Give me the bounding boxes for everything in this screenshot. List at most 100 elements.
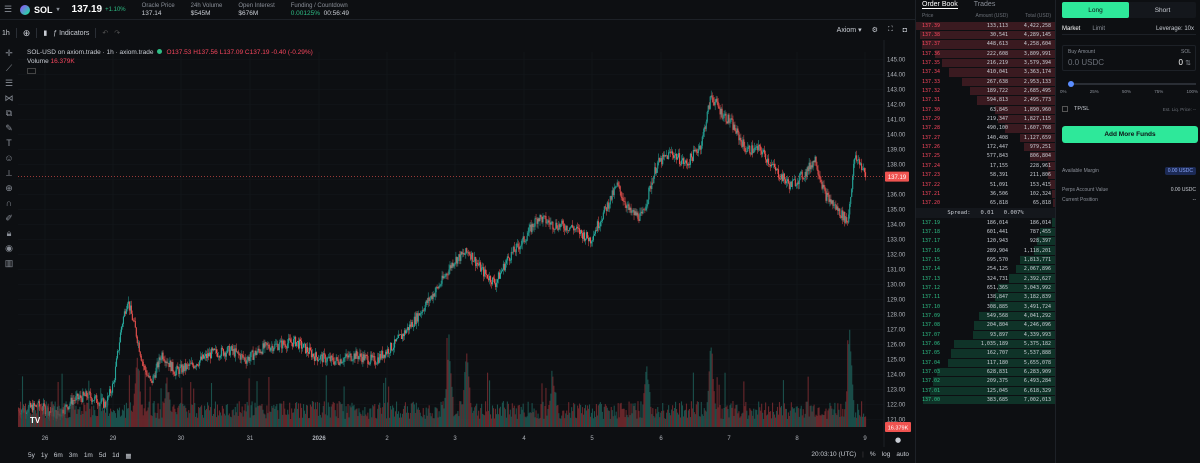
bid-row[interactable]: 137.18 601,441 787,455 bbox=[916, 227, 1055, 237]
calendar-icon[interactable]: ▦ bbox=[125, 452, 132, 460]
tab-market[interactable]: Market bbox=[1062, 26, 1081, 32]
bid-row[interactable]: 137.07 93,897 4,339,993 bbox=[916, 330, 1055, 339]
ask-row[interactable]: 137.28 490,100 1,607,768 bbox=[916, 124, 1055, 133]
log-toggle[interactable]: log bbox=[881, 451, 891, 458]
bid-row[interactable]: 137.01 125,045 6,618,329 bbox=[916, 386, 1055, 395]
zoom-icon[interactable]: ⊕ bbox=[5, 183, 13, 193]
ask-row[interactable]: 137.38 30,541 4,289,145 bbox=[916, 30, 1055, 40]
ask-row[interactable]: 137.27 140,408 1,127,659 bbox=[916, 133, 1055, 142]
text-icon[interactable]: T bbox=[6, 138, 12, 148]
interval-selector[interactable]: 1h bbox=[2, 29, 10, 37]
ask-row[interactable]: 137.34 410,041 3,363,174 bbox=[916, 68, 1055, 77]
short-button[interactable]: Short bbox=[1154, 6, 1171, 14]
swap-icon[interactable]: ⇅ bbox=[1185, 60, 1191, 67]
timeframe-5d[interactable]: 5d bbox=[98, 452, 107, 459]
candle-type-icon[interactable]: ▮ bbox=[43, 30, 48, 37]
menu-icon[interactable]: ☰ bbox=[4, 4, 13, 14]
redo-icon[interactable]: ↷ bbox=[114, 30, 121, 37]
fullscreen-icon[interactable]: ⛶ bbox=[887, 26, 893, 33]
indicators-button[interactable]: ƒ Indicators bbox=[53, 30, 89, 37]
leverage-selector[interactable]: Leverage: 10x bbox=[1155, 26, 1194, 32]
tpsl-checkbox[interactable] bbox=[1062, 106, 1068, 112]
ask-row[interactable]: 137.26 172,447 979,251 bbox=[916, 142, 1055, 152]
pencil-lock-icon[interactable]: ✐ bbox=[5, 213, 13, 223]
timeframe-1m[interactable]: 1m bbox=[83, 452, 93, 459]
ask-row[interactable]: 137.35 216,219 3,579,394 bbox=[916, 58, 1055, 68]
compare-add-icon[interactable]: ⊕ bbox=[22, 27, 31, 38]
utc-clock[interactable]: 20:03:10 (UTC) bbox=[811, 451, 857, 458]
slider-pct-2[interactable]: 50% bbox=[1121, 89, 1131, 94]
bid-row[interactable]: 137.10 308,885 3,491,724 bbox=[916, 302, 1055, 311]
slider-pct-0[interactable]: 0% bbox=[1060, 89, 1067, 94]
ask-row[interactable]: 137.37 448,613 4,258,604 bbox=[916, 40, 1055, 49]
bid-row[interactable]: 137.00 383,685 7,002,013 bbox=[916, 395, 1055, 405]
bid-row[interactable]: 137.14 254,125 2,067,896 bbox=[916, 265, 1055, 274]
bid-row[interactable]: 137.04 117,180 5,655,078 bbox=[916, 358, 1055, 367]
eye-icon[interactable]: ◉ bbox=[5, 243, 13, 253]
source-selector[interactable]: Axiom ▾ bbox=[837, 26, 862, 34]
undo-icon[interactable]: ↶ bbox=[102, 30, 109, 37]
emoji-icon[interactable]: ☺ bbox=[4, 153, 14, 163]
percent-toggle[interactable]: % bbox=[869, 451, 876, 458]
bid-row[interactable]: 137.16 289,904 1,118,201 bbox=[916, 246, 1055, 255]
fib-icon[interactable]: ☰ bbox=[4, 78, 14, 88]
buy-amount-input[interactable]: Buy Amount 0.0 USDC SOL 0 ⇅ bbox=[1062, 45, 1196, 71]
legend-collapse-button[interactable] bbox=[27, 68, 36, 74]
crosshair-icon[interactable]: ✛ bbox=[5, 48, 13, 58]
ask-row[interactable]: 137.30 63,845 1,890,960 bbox=[916, 105, 1055, 114]
size-slider[interactable] bbox=[1068, 81, 1196, 87]
timeframe-1d[interactable]: 1d bbox=[112, 452, 120, 459]
camera-icon[interactable]: ◘ bbox=[902, 26, 907, 34]
bid-row[interactable]: 137.19 186,014 186,014 bbox=[916, 218, 1055, 227]
ask-row[interactable]: 137.32 189,722 2,685,495 bbox=[916, 86, 1055, 96]
tradingview-logo[interactable]: TV bbox=[30, 416, 41, 425]
timeframe-6m[interactable]: 6m bbox=[53, 452, 63, 459]
timeframe-3m[interactable]: 3m bbox=[68, 452, 78, 459]
timeframe-1y[interactable]: 1y bbox=[40, 452, 48, 459]
ask-row[interactable]: 137.25 577,843 806,804 bbox=[916, 152, 1055, 161]
symbol-selector[interactable]: SOL ▾ bbox=[14, 4, 66, 15]
long-button[interactable]: Long bbox=[1062, 2, 1129, 18]
timeframe-5y[interactable]: 5y bbox=[28, 452, 35, 459]
bid-row[interactable]: 137.12 651,365 3,043,992 bbox=[916, 283, 1055, 293]
ask-row[interactable]: 137.31 594,813 2,495,773 bbox=[916, 96, 1055, 105]
ask-row[interactable]: 137.39 133,113 4,422,258 bbox=[916, 21, 1055, 30]
slider-handle[interactable] bbox=[1068, 81, 1074, 87]
ask-row[interactable]: 137.21 36,506 102,324 bbox=[916, 189, 1055, 199]
price-chart[interactable]: 145.00144.00143.00142.00141.00140.00139.… bbox=[0, 0, 915, 463]
slider-pct-1[interactable]: 25% bbox=[1089, 89, 1099, 94]
tab-order-book[interactable]: Order Book bbox=[922, 0, 958, 9]
ask-row[interactable]: 137.29 219,347 1,827,115 bbox=[916, 114, 1055, 124]
bid-row[interactable]: 137.17 120,943 928,397 bbox=[916, 237, 1055, 246]
ruler-icon[interactable]: ⟂ bbox=[5, 168, 12, 178]
bid-row[interactable]: 137.09 549,568 4,041,292 bbox=[916, 311, 1055, 321]
pattern-icon[interactable]: ⋈ bbox=[4, 93, 14, 103]
tab-limit[interactable]: Limit bbox=[1092, 26, 1106, 32]
slider-pct-4[interactable]: 100% bbox=[1186, 89, 1198, 94]
ask-row[interactable]: 137.36 222,608 3,809,991 bbox=[916, 49, 1055, 58]
bid-row[interactable]: 137.08 204,804 4,246,096 bbox=[916, 321, 1055, 330]
ask-row[interactable]: 137.20 65,818 65,818 bbox=[916, 199, 1055, 208]
ask-row[interactable]: 137.33 267,638 2,953,133 bbox=[916, 77, 1055, 86]
bid-row[interactable]: 137.06 1,035,189 5,375,182 bbox=[916, 339, 1055, 349]
brush-icon[interactable]: ✎ bbox=[5, 123, 13, 133]
ask-row[interactable]: 137.22 51,091 153,415 bbox=[916, 180, 1055, 189]
add-funds-button[interactable]: Add More Funds bbox=[1062, 126, 1198, 143]
trend-line-icon[interactable]: ⟋ bbox=[5, 63, 13, 73]
bid-row[interactable]: 137.03 628,831 6,283,909 bbox=[916, 367, 1055, 377]
bid-row[interactable]: 137.02 209,375 6,493,284 bbox=[916, 377, 1055, 386]
trash-icon[interactable]: ▥ bbox=[4, 258, 14, 268]
projection-icon[interactable]: ⧉ bbox=[5, 108, 13, 118]
bid-row[interactable]: 137.15 695,570 1,813,771 bbox=[916, 255, 1055, 265]
ask-row[interactable]: 137.23 58,391 211,806 bbox=[916, 171, 1055, 180]
ask-row[interactable]: 137.24 17,155 228,961 bbox=[916, 161, 1055, 170]
slider-pct-3[interactable]: 75% bbox=[1154, 89, 1164, 94]
tab-trades[interactable]: Trades bbox=[973, 1, 996, 8]
lock-icon[interactable]: 🔒︎ bbox=[6, 228, 12, 238]
bid-row[interactable]: 137.11 138,847 3,182,839 bbox=[916, 293, 1055, 302]
bid-row[interactable]: 137.05 162,707 5,537,888 bbox=[916, 349, 1055, 358]
magnet-icon[interactable]: ∩ bbox=[5, 198, 13, 208]
bid-row[interactable]: 137.13 324,731 2,392,627 bbox=[916, 274, 1055, 283]
settings-gear-icon[interactable]: ⚙ bbox=[871, 27, 878, 34]
auto-toggle[interactable]: auto bbox=[896, 451, 909, 458]
